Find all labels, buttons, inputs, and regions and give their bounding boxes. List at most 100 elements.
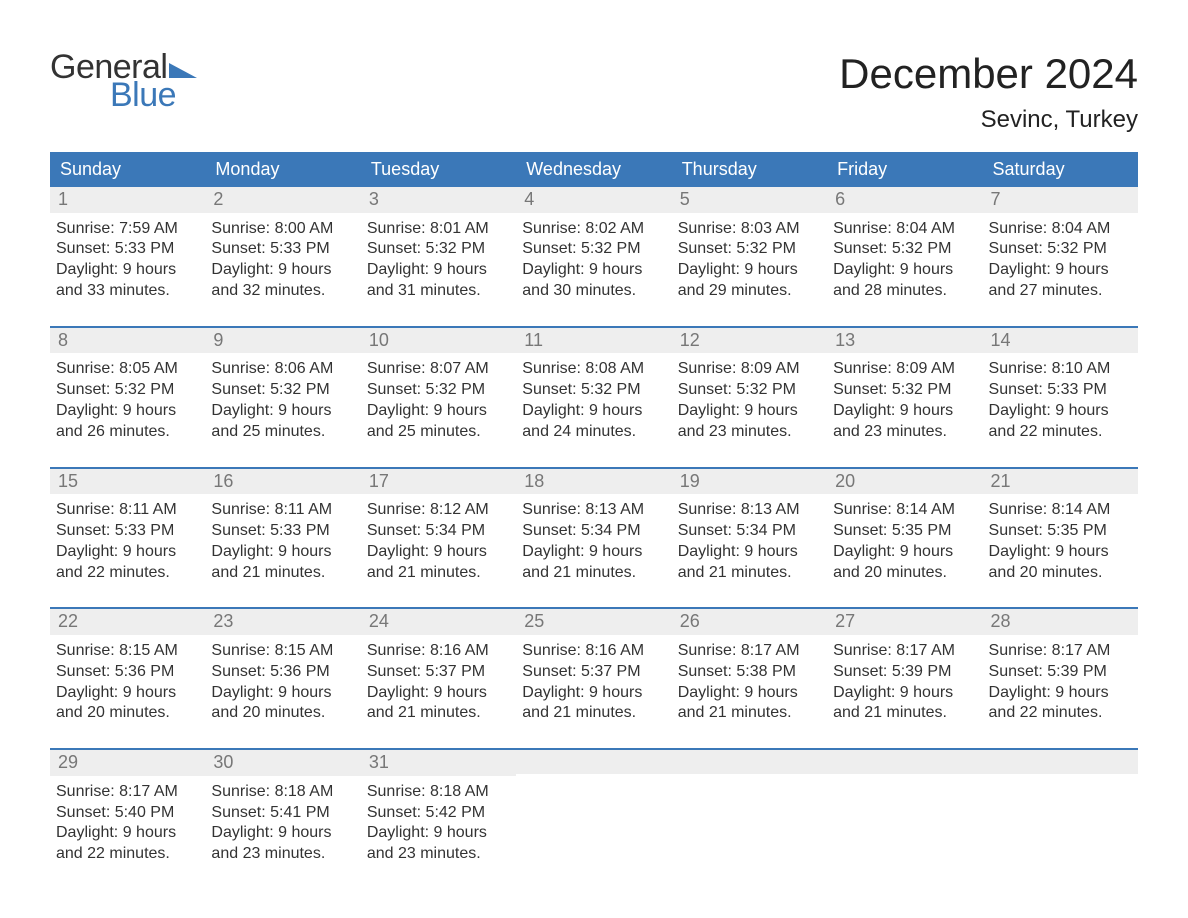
day-body — [983, 774, 1138, 854]
day-ss: Sunset: 5:35 PM — [833, 521, 974, 542]
day-d1: Daylight: 9 hours — [211, 542, 352, 563]
day-body: Sunrise: 8:17 AMSunset: 5:38 PMDaylight:… — [672, 635, 827, 730]
day-d1: Daylight: 9 hours — [211, 683, 352, 704]
day-ss: Sunset: 5:32 PM — [367, 380, 508, 401]
day-number: 17 — [361, 469, 516, 495]
day-number: 22 — [50, 609, 205, 635]
day-sr: Sunrise: 8:09 AM — [833, 359, 974, 380]
day-number: 29 — [50, 750, 205, 776]
calendar-day: 15Sunrise: 8:11 AMSunset: 5:33 PMDayligh… — [50, 469, 205, 590]
day-d1: Daylight: 9 hours — [989, 542, 1130, 563]
day-body: Sunrise: 8:03 AMSunset: 5:32 PMDaylight:… — [672, 213, 827, 308]
day-d1: Daylight: 9 hours — [678, 542, 819, 563]
calendar-day: 27Sunrise: 8:17 AMSunset: 5:39 PMDayligh… — [827, 609, 982, 730]
calendar-day: 9Sunrise: 8:06 AMSunset: 5:32 PMDaylight… — [205, 328, 360, 449]
day-d1: Daylight: 9 hours — [211, 823, 352, 844]
day-ss: Sunset: 5:32 PM — [989, 239, 1130, 260]
day-sr: Sunrise: 8:04 AM — [833, 219, 974, 240]
calendar-week: 8Sunrise: 8:05 AMSunset: 5:32 PMDaylight… — [50, 326, 1138, 449]
calendar-day: 30Sunrise: 8:18 AMSunset: 5:41 PMDayligh… — [205, 750, 360, 871]
calendar-day: 17Sunrise: 8:12 AMSunset: 5:34 PMDayligh… — [361, 469, 516, 590]
day-d1: Daylight: 9 hours — [989, 260, 1130, 281]
day-number — [516, 750, 671, 774]
day-sr: Sunrise: 8:17 AM — [989, 641, 1130, 662]
day-d2: and 21 minutes. — [211, 563, 352, 584]
day-body — [516, 774, 671, 854]
day-ss: Sunset: 5:32 PM — [678, 380, 819, 401]
day-ss: Sunset: 5:33 PM — [211, 239, 352, 260]
day-d1: Daylight: 9 hours — [367, 542, 508, 563]
day-number: 16 — [205, 469, 360, 495]
day-sr: Sunrise: 8:13 AM — [678, 500, 819, 521]
day-d2: and 21 minutes. — [833, 703, 974, 724]
day-ss: Sunset: 5:32 PM — [211, 380, 352, 401]
day-ss: Sunset: 5:33 PM — [56, 239, 197, 260]
day-ss: Sunset: 5:32 PM — [833, 380, 974, 401]
day-number: 10 — [361, 328, 516, 354]
day-ss: Sunset: 5:34 PM — [367, 521, 508, 542]
calendar-day: 29Sunrise: 8:17 AMSunset: 5:40 PMDayligh… — [50, 750, 205, 871]
day-ss: Sunset: 5:37 PM — [522, 662, 663, 683]
day-number: 2 — [205, 187, 360, 213]
day-d1: Daylight: 9 hours — [833, 401, 974, 422]
day-d2: and 31 minutes. — [367, 281, 508, 302]
day-d1: Daylight: 9 hours — [56, 401, 197, 422]
day-ss: Sunset: 5:41 PM — [211, 803, 352, 824]
day-number: 20 — [827, 469, 982, 495]
day-number: 7 — [983, 187, 1138, 213]
day-d2: and 22 minutes. — [56, 563, 197, 584]
day-d1: Daylight: 9 hours — [211, 401, 352, 422]
calendar-day: 23Sunrise: 8:15 AMSunset: 5:36 PMDayligh… — [205, 609, 360, 730]
day-number: 27 — [827, 609, 982, 635]
day-header: Monday — [205, 152, 360, 187]
day-d1: Daylight: 9 hours — [833, 683, 974, 704]
day-ss: Sunset: 5:32 PM — [56, 380, 197, 401]
day-d2: and 22 minutes. — [989, 422, 1130, 443]
day-ss: Sunset: 5:33 PM — [211, 521, 352, 542]
day-sr: Sunrise: 8:10 AM — [989, 359, 1130, 380]
day-d2: and 25 minutes. — [211, 422, 352, 443]
day-body: Sunrise: 8:16 AMSunset: 5:37 PMDaylight:… — [516, 635, 671, 730]
day-d2: and 20 minutes. — [56, 703, 197, 724]
day-d1: Daylight: 9 hours — [56, 683, 197, 704]
calendar-day: 11Sunrise: 8:08 AMSunset: 5:32 PMDayligh… — [516, 328, 671, 449]
calendar: SundayMondayTuesdayWednesdayThursdayFrid… — [50, 152, 1138, 871]
day-number — [827, 750, 982, 774]
day-body: Sunrise: 8:10 AMSunset: 5:33 PMDaylight:… — [983, 353, 1138, 448]
day-number: 23 — [205, 609, 360, 635]
day-d2: and 28 minutes. — [833, 281, 974, 302]
day-number: 11 — [516, 328, 671, 354]
day-d2: and 25 minutes. — [367, 422, 508, 443]
day-body: Sunrise: 8:17 AMSunset: 5:39 PMDaylight:… — [983, 635, 1138, 730]
day-ss: Sunset: 5:35 PM — [989, 521, 1130, 542]
calendar-day: 3Sunrise: 8:01 AMSunset: 5:32 PMDaylight… — [361, 187, 516, 308]
day-d1: Daylight: 9 hours — [367, 823, 508, 844]
day-d1: Daylight: 9 hours — [56, 260, 197, 281]
day-d1: Daylight: 9 hours — [56, 542, 197, 563]
day-ss: Sunset: 5:33 PM — [56, 521, 197, 542]
day-sr: Sunrise: 8:16 AM — [522, 641, 663, 662]
day-d1: Daylight: 9 hours — [989, 683, 1130, 704]
calendar-day: 16Sunrise: 8:11 AMSunset: 5:33 PMDayligh… — [205, 469, 360, 590]
logo-text-blue: Blue — [110, 78, 197, 112]
day-body: Sunrise: 8:06 AMSunset: 5:32 PMDaylight:… — [205, 353, 360, 448]
day-ss: Sunset: 5:32 PM — [522, 380, 663, 401]
day-d1: Daylight: 9 hours — [989, 401, 1130, 422]
day-sr: Sunrise: 8:00 AM — [211, 219, 352, 240]
day-sr: Sunrise: 8:01 AM — [367, 219, 508, 240]
day-d1: Daylight: 9 hours — [522, 260, 663, 281]
day-ss: Sunset: 5:36 PM — [211, 662, 352, 683]
day-body: Sunrise: 8:09 AMSunset: 5:32 PMDaylight:… — [827, 353, 982, 448]
page-title: December 2024 — [839, 50, 1138, 98]
day-d2: and 33 minutes. — [56, 281, 197, 302]
day-d1: Daylight: 9 hours — [367, 401, 508, 422]
day-d1: Daylight: 9 hours — [833, 260, 974, 281]
calendar-week: 29Sunrise: 8:17 AMSunset: 5:40 PMDayligh… — [50, 748, 1138, 871]
day-header: Tuesday — [361, 152, 516, 187]
day-header: Saturday — [983, 152, 1138, 187]
calendar-week: 22Sunrise: 8:15 AMSunset: 5:36 PMDayligh… — [50, 607, 1138, 730]
day-ss: Sunset: 5:33 PM — [989, 380, 1130, 401]
day-number: 25 — [516, 609, 671, 635]
day-ss: Sunset: 5:40 PM — [56, 803, 197, 824]
day-sr: Sunrise: 8:05 AM — [56, 359, 197, 380]
